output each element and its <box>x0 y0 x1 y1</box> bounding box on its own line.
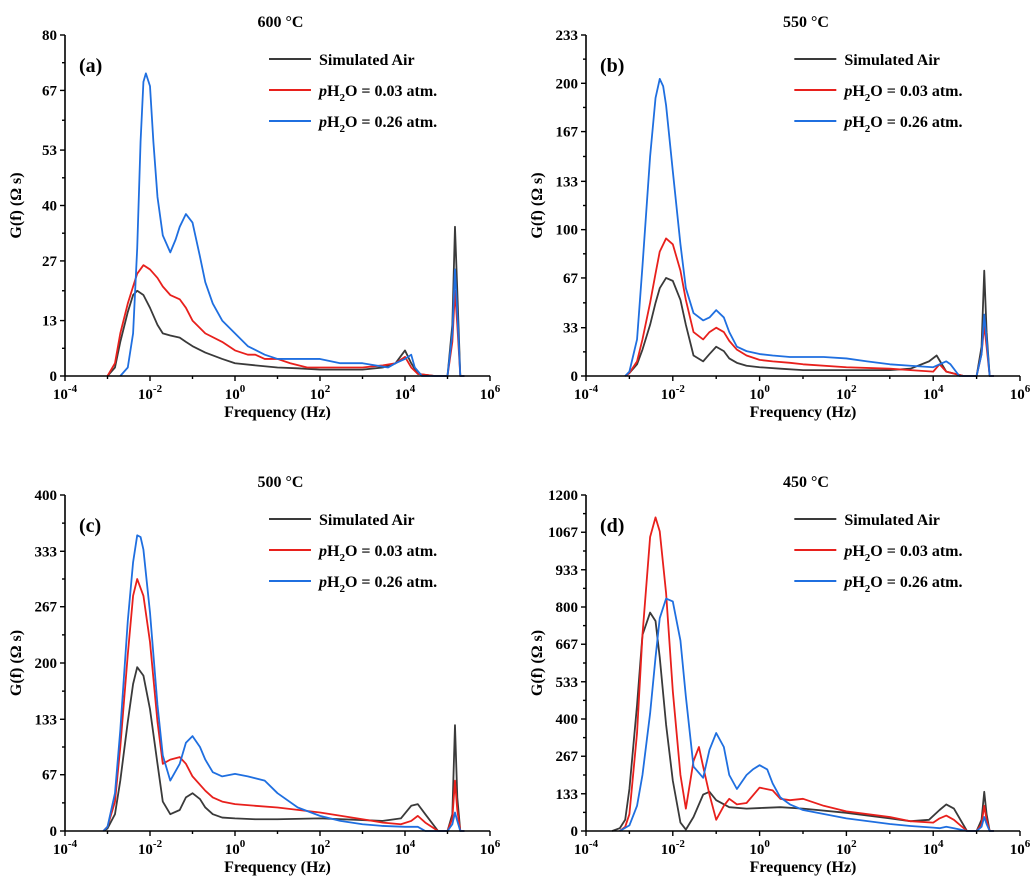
x-tick-label: 10-4 <box>574 383 599 403</box>
y-tick-label: 1200 <box>548 488 578 504</box>
panel-title: 500 °C <box>258 474 304 491</box>
x-axis-title: Frequency (Hz) <box>224 404 331 421</box>
legend-entry: pH2O = 0.26 atm. <box>317 574 437 595</box>
y-tick-label: 933 <box>556 563 579 579</box>
y-tick-label: 33 <box>563 321 578 337</box>
y-tick-label: 80 <box>42 28 57 44</box>
x-tick-label: 102 <box>836 383 857 403</box>
y-tick-label: 400 <box>35 488 58 504</box>
y-tick-label: 67 <box>563 271 579 287</box>
x-axis-title: Frequency (Hz) <box>750 859 857 876</box>
legend-entry: pH2O = 0.03 atm. <box>317 83 437 104</box>
x-tick-label: 100 <box>225 838 246 858</box>
series-line-air <box>102 666 465 832</box>
y-axis-title: G(f) (Ω s) <box>8 172 25 238</box>
series-line-p026 <box>619 597 994 832</box>
legend-entry: pH2O = 0.26 atm. <box>842 114 962 135</box>
x-tick-label: 104 <box>923 838 944 858</box>
series-line-p003 <box>619 516 994 832</box>
legend-entry: Simulated Air <box>844 512 940 529</box>
x-tick-label: 102 <box>310 838 331 858</box>
x-tick-label: 10-2 <box>138 383 163 403</box>
legend-entry: pH2O = 0.26 atm. <box>842 574 962 595</box>
legend-entry: Simulated Air <box>319 512 415 529</box>
y-tick-label: 333 <box>35 544 58 560</box>
x-tick-label: 104 <box>923 383 944 403</box>
panel-letter: (d) <box>600 515 624 537</box>
panel-title: 450 °C <box>783 474 829 491</box>
x-tick-label: 10-2 <box>661 838 686 858</box>
panel-letter: (a) <box>79 55 102 77</box>
y-tick-label: 233 <box>556 28 579 44</box>
y-tick-label: 0 <box>571 369 579 385</box>
y-tick-label: 800 <box>556 600 579 616</box>
y-tick-label: 667 <box>556 637 579 653</box>
x-axis-title: Frequency (Hz) <box>224 859 331 876</box>
y-axis-title: G(f) (Ω s) <box>529 172 546 238</box>
y-tick-label: 533 <box>556 675 579 691</box>
y-tick-label: 400 <box>556 712 579 728</box>
x-tick-label: 106 <box>1010 838 1031 858</box>
y-tick-label: 67 <box>42 768 58 784</box>
legend-entry: pH2O = 0.03 atm. <box>317 543 437 564</box>
x-tick-label: 106 <box>480 383 501 403</box>
y-tick-label: 100 <box>556 223 579 239</box>
series-line-air <box>106 225 465 377</box>
x-tick-label: 102 <box>836 838 857 858</box>
x-tick-label: 106 <box>480 838 501 858</box>
y-tick-label: 67 <box>42 83 58 99</box>
chart-panel-1: 0 13 27 40 53 67 80 10-4 10-2 100 102 104 106 Frequen… <box>8 14 501 421</box>
x-tick-label: 106 <box>1010 383 1031 403</box>
x-tick-label: 100 <box>749 838 770 858</box>
series-line-air <box>624 269 994 377</box>
x-tick-label: 10-4 <box>53 383 78 403</box>
y-tick-label: 0 <box>50 824 58 840</box>
x-axis-title: Frequency (Hz) <box>750 404 857 421</box>
y-tick-label: 1067 <box>548 525 579 541</box>
series-line-p026 <box>624 78 994 377</box>
x-tick-label: 10-2 <box>661 383 686 403</box>
panel-letter: (b) <box>600 55 624 77</box>
y-tick-label: 133 <box>35 712 58 728</box>
y-tick-label: 27 <box>42 254 58 270</box>
chart-panel-4: 0 133 267 400 533 667 800 933 1067 1200 10-4 10-2 10… <box>529 474 1031 876</box>
legend-entry: Simulated Air <box>844 52 940 69</box>
x-tick-label: 104 <box>395 383 416 403</box>
x-tick-label: 10-4 <box>574 838 599 858</box>
panel-letter: (c) <box>79 515 101 537</box>
x-tick-label: 10-4 <box>53 838 78 858</box>
chart-panel-2: 0 33 67 100 133 167 200 233 10-4 10-2 100 102 104 106… <box>529 14 1031 421</box>
x-tick-label: 104 <box>395 838 416 858</box>
y-tick-label: 267 <box>35 600 58 616</box>
y-tick-label: 200 <box>556 76 579 92</box>
x-tick-label: 10-2 <box>138 838 163 858</box>
legend-entry: Simulated Air <box>319 52 415 69</box>
x-tick-label: 100 <box>225 383 246 403</box>
x-tick-label: 100 <box>749 383 770 403</box>
y-axis-title: G(f) (Ω s) <box>8 630 25 696</box>
chart-panel-3: 0 67 133 200 267 333 400 10-4 10-2 100 102 104 106 Fr… <box>8 474 501 876</box>
panel-title: 550 °C <box>783 14 829 31</box>
legend-entry: pH2O = 0.03 atm. <box>842 83 962 104</box>
y-tick-label: 267 <box>556 749 579 765</box>
y-tick-label: 13 <box>42 314 57 330</box>
x-tick-label: 102 <box>310 383 331 403</box>
y-tick-label: 133 <box>556 787 579 803</box>
legend-entry: pH2O = 0.03 atm. <box>842 543 962 564</box>
y-tick-label: 0 <box>50 369 58 385</box>
panel-title: 600 °C <box>258 14 304 31</box>
series-line-p003 <box>624 237 994 377</box>
y-tick-label: 200 <box>35 656 58 672</box>
y-tick-label: 53 <box>42 143 57 159</box>
legend-entry: pH2O = 0.26 atm. <box>317 114 437 135</box>
y-tick-label: 40 <box>42 199 57 215</box>
y-tick-label: 133 <box>556 174 579 190</box>
y-tick-label: 167 <box>556 125 579 141</box>
y-axis-title: G(f) (Ω s) <box>529 630 546 696</box>
y-tick-label: 0 <box>571 824 579 840</box>
